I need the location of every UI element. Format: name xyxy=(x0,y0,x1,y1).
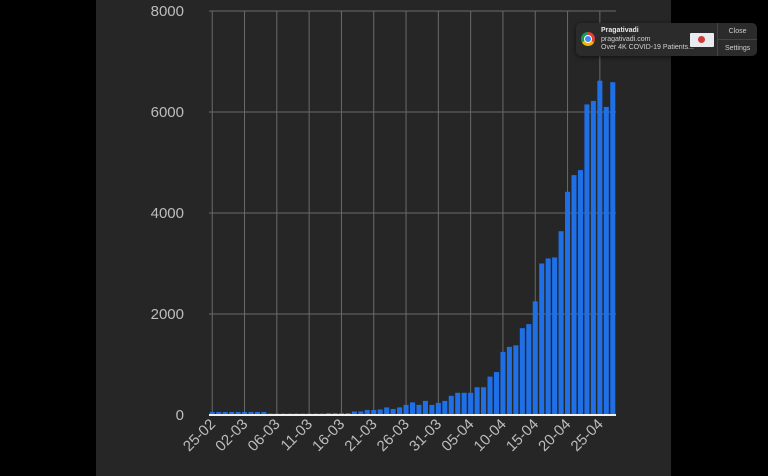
bar xyxy=(603,106,609,415)
bar xyxy=(248,411,254,415)
notification-settings-button[interactable]: Settings xyxy=(724,44,751,52)
y-tick-label: 4000 xyxy=(151,205,184,222)
bar xyxy=(513,345,519,415)
bar xyxy=(242,411,248,415)
bar xyxy=(461,392,467,415)
bar xyxy=(235,411,241,415)
bar xyxy=(539,263,545,415)
chart-panel: 0 2000 4000 6000 8000 25-02 02-03 06-03 11-03 16-… xyxy=(96,0,671,476)
x-tick-label: 20-04 xyxy=(535,416,574,455)
notification-message: Over 4K COVID-19 Patients... xyxy=(601,44,694,51)
notification-body-area[interactable]: Pragativadi pragativadi.com Over 4K COVI… xyxy=(576,23,717,56)
x-tick-label: 15-04 xyxy=(503,416,542,455)
bar xyxy=(429,404,435,415)
bar xyxy=(545,258,551,415)
bar xyxy=(390,408,396,415)
bar xyxy=(209,411,215,415)
bar xyxy=(481,387,487,415)
bar xyxy=(487,376,493,415)
x-tick-label: 25-02 xyxy=(180,416,219,455)
x-tick-label: 31-03 xyxy=(406,416,445,455)
bar xyxy=(590,100,596,415)
bar xyxy=(332,412,338,415)
bar xyxy=(229,411,235,415)
bar xyxy=(371,409,377,415)
x-tick-label: 02-03 xyxy=(212,416,251,455)
bar xyxy=(565,191,571,415)
notification-close-button[interactable]: Close xyxy=(718,23,757,40)
bar xyxy=(577,170,583,415)
bar xyxy=(338,412,344,415)
bar xyxy=(422,400,428,415)
bar xyxy=(552,257,558,415)
x-tick-label: 25-04 xyxy=(568,416,607,455)
bar xyxy=(597,80,603,415)
bar xyxy=(377,409,383,415)
bar xyxy=(526,324,532,415)
x-tick-label: 11-03 xyxy=(278,416,316,454)
bar xyxy=(519,328,525,415)
bar-chart: 0 2000 4000 6000 8000 25-0202-0306-0311-0316-… xyxy=(151,3,616,455)
bar xyxy=(500,351,506,415)
bar xyxy=(455,392,461,415)
notification-actions: Close Settings xyxy=(717,23,757,56)
bar xyxy=(364,409,370,415)
notification-title: Pragativadi xyxy=(601,27,639,34)
y-tick-label: 0 xyxy=(176,407,184,424)
bar xyxy=(435,402,441,415)
chrome-icon xyxy=(581,32,595,46)
notification-thumbnail xyxy=(690,33,714,47)
bar xyxy=(384,407,390,415)
bar xyxy=(261,411,267,415)
notification-popup[interactable]: Pragativadi pragativadi.com Over 4K COVI… xyxy=(576,23,757,56)
x-tick-label: 10-04 xyxy=(471,416,510,455)
bar xyxy=(584,104,590,416)
bar xyxy=(532,301,538,415)
bar xyxy=(474,387,480,415)
x-tick-label: 06-03 xyxy=(245,416,284,455)
bar xyxy=(345,412,351,415)
y-tick-label: 2000 xyxy=(151,306,184,323)
notification-site: pragativadi.com xyxy=(601,36,651,43)
bar xyxy=(351,411,357,415)
bar xyxy=(610,82,616,415)
x-tick-label: 05-04 xyxy=(438,416,477,455)
y-tick-label: 6000 xyxy=(151,104,184,121)
x-tick-label: 16-03 xyxy=(309,416,348,455)
x-tick-label: 26-03 xyxy=(374,416,413,455)
bar xyxy=(448,395,454,415)
bar xyxy=(222,411,228,415)
bar xyxy=(403,404,409,415)
bar xyxy=(493,372,500,415)
bar xyxy=(254,411,260,415)
x-tick-label: 21-03 xyxy=(341,416,380,455)
y-tick-label: 8000 xyxy=(151,3,184,20)
bar xyxy=(216,411,222,415)
bar xyxy=(397,407,403,415)
bar xyxy=(409,402,416,415)
bar xyxy=(571,175,577,415)
bar xyxy=(358,411,364,415)
bar xyxy=(468,392,474,415)
bar xyxy=(325,412,332,415)
bar xyxy=(506,346,512,415)
bar xyxy=(558,231,564,415)
bar xyxy=(442,400,448,415)
bar xyxy=(416,404,422,415)
